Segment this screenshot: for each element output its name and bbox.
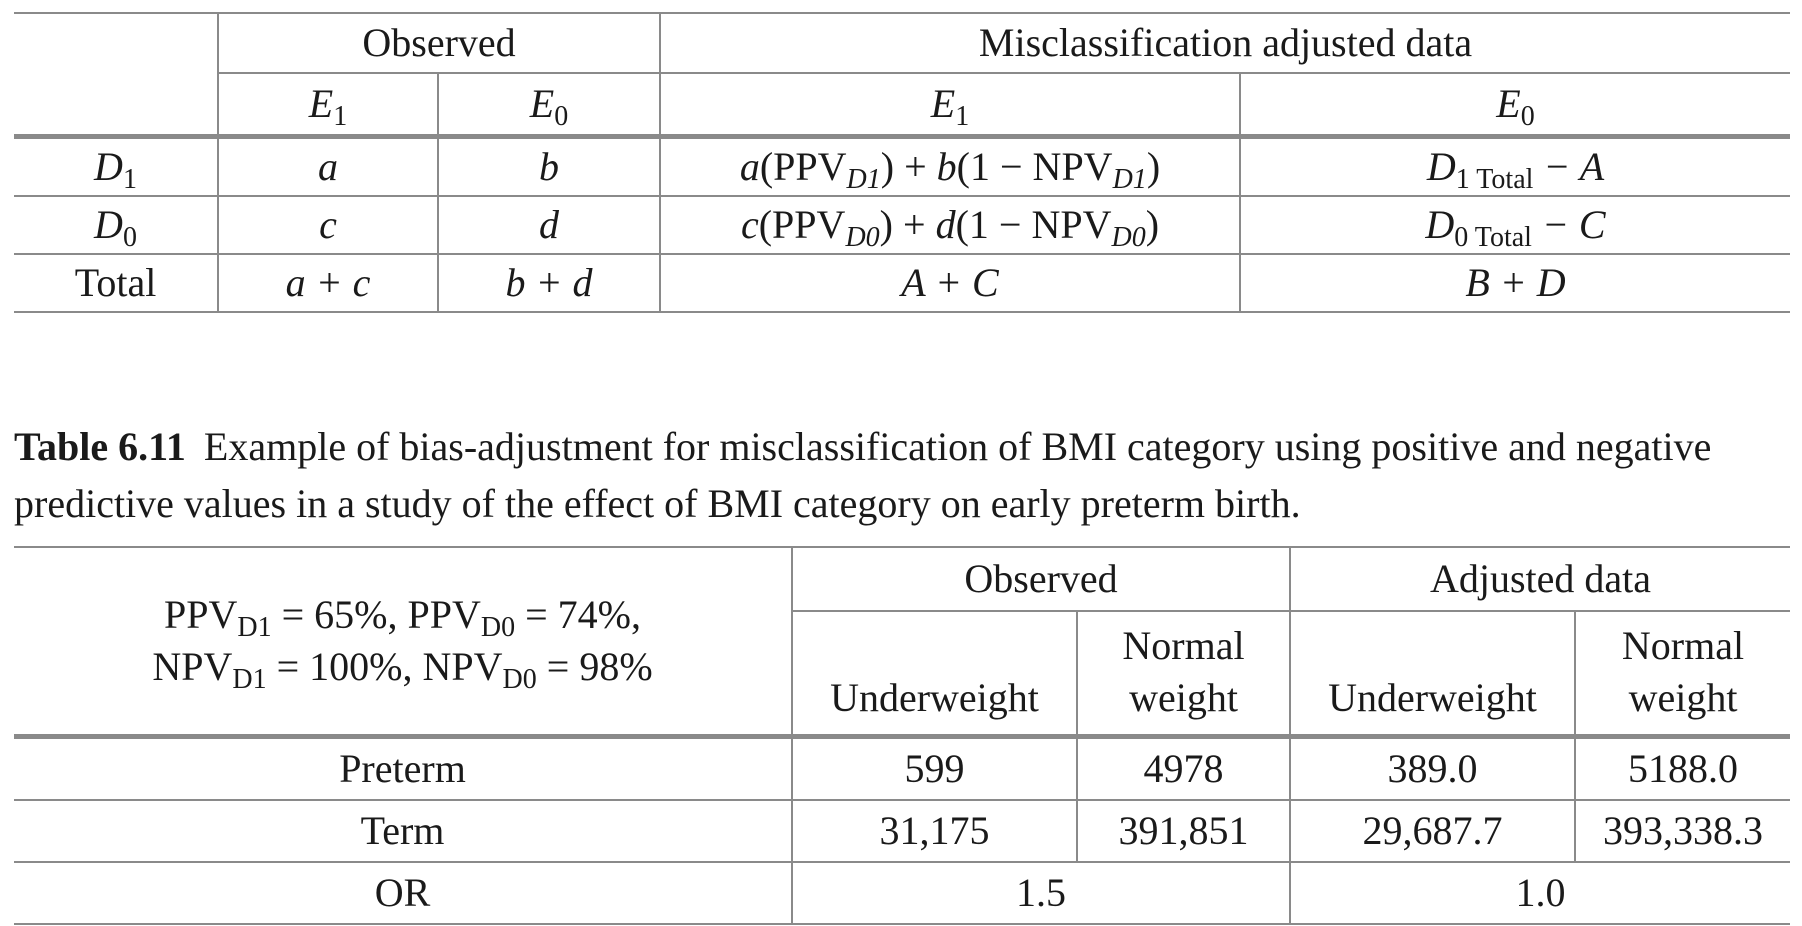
table-row: Term 31,175 391,851 29,687.7 393,338.3 — [14, 800, 1790, 862]
t1-group-header-row: Observed Misclassification adjusted data — [14, 13, 1791, 74]
t2-col-adj-normal-weight: Normal weight — [1574, 611, 1790, 737]
table-row: OR 1.5 1.0 — [14, 862, 1790, 924]
t2-cell-preterm-obs-normal: 4978 — [1076, 736, 1290, 800]
t1-col-adj-e0: E0 — [1238, 73, 1791, 137]
table-row: Total a + c b + d A + C B + D — [14, 254, 1791, 312]
t2-cell-term-obs-underweight: 31,175 — [791, 800, 1077, 862]
t1-cell-total-obs-e0: b + d — [437, 254, 660, 312]
t1-observed-header: Observed — [217, 13, 660, 74]
t2-cell-preterm-adj-underweight: 389.0 — [1289, 736, 1575, 800]
t1-cell-d0-adj-e0: D0 Total − C — [1238, 196, 1791, 254]
t2-col-obs-normal-weight: Normal weight — [1076, 611, 1290, 737]
t1-cell-total-obs-e1: a + c — [217, 254, 438, 312]
t1-cell-d1-adj-e0: D1 Total − A — [1238, 136, 1791, 196]
t1-cell-d1-obs-e0: b — [437, 136, 660, 196]
t1-row-label-total: Total — [74, 260, 157, 305]
t2-col-obs-underweight: Underweight — [791, 611, 1077, 737]
table-row: Preterm 599 4978 389.0 5188.0 — [14, 736, 1790, 800]
t2-cell-or-observed: 1.5 — [791, 862, 1290, 924]
t1-column-header-row: E1 E0 E1 E0 — [14, 73, 1791, 137]
table-caption: Table 6.11 Example of bias-adjustment for… — [14, 418, 1794, 532]
table-caption-text: Example of bias-adjustment for misclassi… — [14, 424, 1712, 526]
t1-col-obs-e0: E0 — [437, 73, 660, 137]
bmi-bias-adjustment-table: PPVD1 = 65%, PPVD0 = 74%, NPVD1 = 100%, … — [14, 546, 1790, 925]
t1-cell-total-adj-e0: B + D — [1238, 254, 1791, 312]
t1-col-adj-e1: E1 — [659, 73, 1240, 137]
misclassification-formula-table: Observed Misclassification adjusted data… — [14, 12, 1791, 313]
t2-col-adj-underweight: Underweight — [1289, 611, 1575, 737]
t2-cell-term-adj-underweight: 29,687.7 — [1289, 800, 1575, 862]
t1-blank-cell — [14, 73, 218, 137]
t2-observed-header: Observed — [791, 547, 1290, 612]
table-caption-label: Table 6.11 — [14, 424, 186, 469]
t1-cell-d1-obs-e1: a — [217, 136, 438, 196]
t1-row-label-d0: D0 — [94, 202, 137, 253]
t2-row-label-or: OR — [374, 870, 431, 915]
t2-parameters-cell: PPVD1 = 65%, PPVD0 = 74%, NPVD1 = 100%, … — [14, 547, 792, 737]
t1-cell-d0-obs-e1: c — [217, 196, 438, 254]
t2-params-line-1: PPVD1 = 65%, PPVD0 = 74%, — [163, 592, 642, 643]
t2-params-line-2: NPVD1 = 100%, NPVD0 = 98% — [152, 644, 653, 695]
t1-row-label-d1: D1 — [94, 144, 137, 195]
t2-adjusted-header: Adjusted data — [1289, 547, 1790, 612]
t1-cell-total-adj-e1: A + C — [659, 254, 1240, 312]
t1-cell-d1-adj-e1: a(PPVD1) + b(1 − NPVD1) — [659, 136, 1240, 196]
t2-cell-or-adjusted: 1.0 — [1289, 862, 1790, 924]
t2-cell-term-adj-normal: 393,338.3 — [1574, 800, 1790, 862]
t2-cell-preterm-obs-underweight: 599 — [791, 736, 1077, 800]
table-row: D0 c d c(PPVD0) + d(1 − NPVD0) D0 Total … — [14, 196, 1791, 254]
t2-cell-preterm-adj-normal: 5188.0 — [1574, 736, 1790, 800]
t1-cell-d0-obs-e0: d — [437, 196, 660, 254]
t2-group-header-row: PPVD1 = 65%, PPVD0 = 74%, NPVD1 = 100%, … — [14, 547, 1790, 693]
t2-row-label-preterm: Preterm — [339, 746, 466, 791]
t2-column-header-row: Underweight Normal weight Underweight Nor… — [14, 611, 1790, 737]
t1-corner-cell — [14, 13, 218, 73]
t1-col-obs-e1: E1 — [217, 73, 438, 137]
t2-cell-term-obs-normal: 391,851 — [1076, 800, 1290, 862]
t2-row-label-term: Term — [360, 808, 445, 853]
t1-adjusted-header: Misclassification adjusted data — [658, 13, 1791, 74]
table-row: D1 a b a(PPVD1) + b(1 − NPVD1) D1 Total … — [14, 136, 1791, 196]
t1-cell-d0-adj-e1: c(PPVD0) + d(1 − NPVD0) — [659, 196, 1240, 254]
